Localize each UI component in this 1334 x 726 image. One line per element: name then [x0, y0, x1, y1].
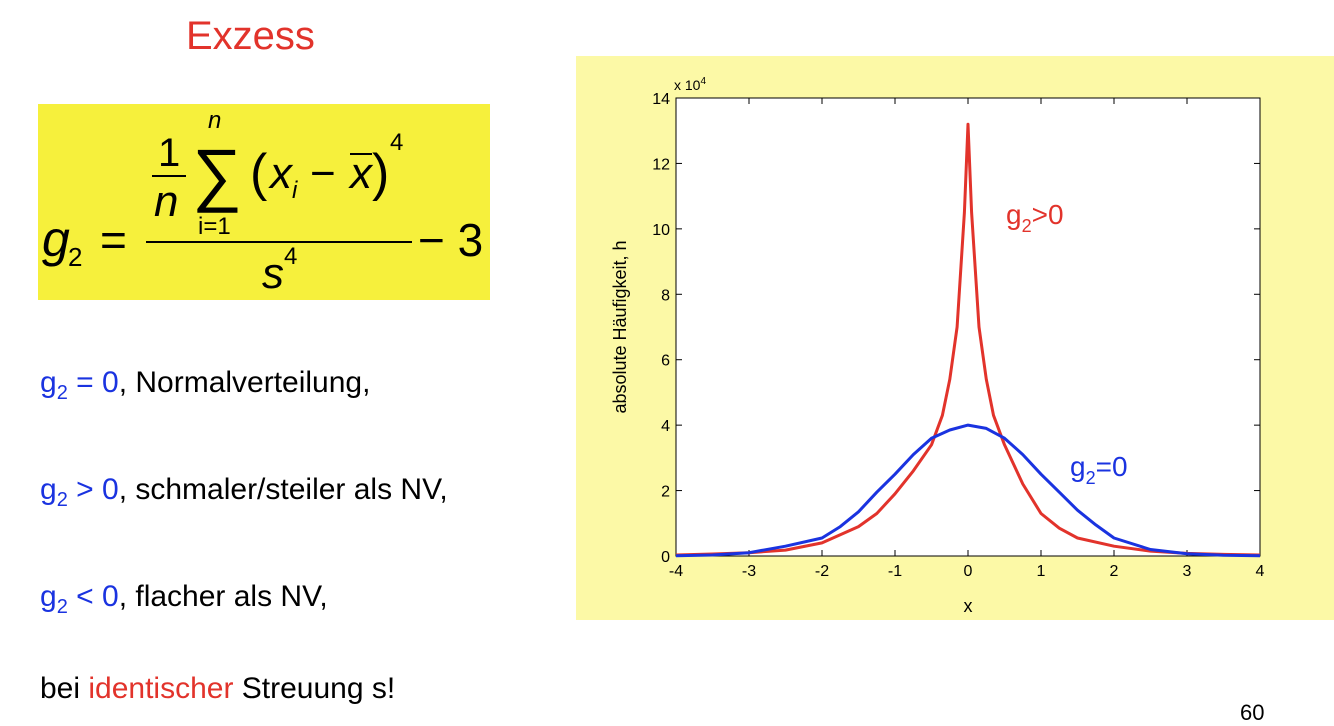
footer-highlight: identischer	[88, 672, 234, 705]
bullet-text: , flacher als NV,	[118, 580, 328, 613]
bullet-relation: > 0	[67, 473, 119, 506]
series-line-g2-positive	[675, 122, 1261, 557]
x-tick-label: 2	[1110, 563, 1119, 580]
bullet-g: g	[40, 473, 57, 506]
series-line-g2-zero	[675, 423, 1261, 558]
footer-note: bei identischer Streuung s!	[40, 672, 395, 706]
x-tick-label: -4	[669, 563, 683, 580]
x-tick-label: -2	[815, 563, 829, 580]
formula-n: n	[154, 177, 178, 226]
footer-suffix: Streuung s!	[233, 672, 396, 705]
x-tick-label: 3	[1183, 563, 1192, 580]
bullet-text: , schmaler/steiler als NV,	[118, 473, 448, 506]
formula-minus: −	[310, 149, 336, 198]
formula-one: 1	[158, 131, 180, 175]
x-tick-label: 4	[1256, 563, 1265, 580]
y-tick-label: 0	[661, 549, 670, 566]
bullet-relation: < 0	[67, 580, 119, 613]
formula-xbar: x	[348, 149, 374, 198]
label-g2-zero: g2=0	[1070, 451, 1128, 488]
formula-x: x	[268, 149, 294, 198]
formula-box: g 2 = 1 n n ∑ i=1 ( x i − x ) 4 s 4 − 3	[38, 104, 490, 300]
formula-sum-upper: n	[208, 107, 221, 134]
x-tick-label: -3	[742, 563, 756, 580]
y-axis-label: absolute Häufigkeit, h	[610, 240, 630, 413]
bullet-g: g	[40, 580, 57, 613]
label-g2-positive: g2>0	[1006, 199, 1064, 236]
x-tick-label: 0	[964, 563, 973, 580]
formula-open-paren: (	[250, 144, 268, 202]
x-tick-label: 1	[1037, 563, 1046, 580]
page-number: 60	[1240, 700, 1265, 725]
y-tick-label: 8	[661, 287, 670, 304]
y-tick-label: 4	[661, 418, 670, 435]
bullet-g-sub: 2	[56, 489, 68, 511]
formula-lhs: g	[42, 211, 70, 267]
bullet-text: , Normalverteilung,	[118, 366, 371, 399]
y-tick-label: 12	[652, 156, 670, 173]
formula-denominator: s	[262, 249, 284, 298]
formula-sigma: ∑	[192, 135, 242, 213]
x-tick-label: -1	[888, 563, 902, 580]
y-tick-label: 6	[661, 353, 670, 370]
bullet-normal: g2 = 0, Normalverteilung,	[40, 366, 371, 404]
y-multiplier: x 104	[674, 76, 706, 93]
bullet-g-sub: 2	[56, 382, 68, 404]
slide-title: Exzess	[186, 14, 315, 58]
footer-prefix: bei	[40, 672, 89, 705]
formula-power: 4	[390, 129, 403, 156]
chart-panel: -4 -3 -2 -1 0 1 2 3 4 0 2 4 6 8 10 12 14 x 104 x absolut…	[576, 56, 1334, 620]
plot-area	[675, 97, 1261, 557]
y-tick-label: 14	[652, 91, 670, 108]
y-tick-label: 2	[661, 484, 670, 501]
formula-tail: − 3	[418, 214, 483, 266]
formula-den-power: 4	[284, 243, 297, 270]
x-axis-label: x	[964, 596, 973, 616]
bullet-flatter: g2 < 0, flacher als NV,	[40, 580, 328, 618]
formula-sum-lower: i=1	[198, 213, 231, 240]
excess-formula: g 2 = 1 n n ∑ i=1 ( x i − x ) 4 s 4 − 3	[42, 107, 483, 298]
formula-lhs-sub: 2	[68, 242, 82, 272]
formula-equals: =	[100, 214, 127, 266]
bullet-g: g	[40, 366, 57, 399]
formula-close-paren: )	[372, 144, 389, 202]
y-tick-label: 10	[652, 222, 670, 239]
bullet-steeper: g2 > 0, schmaler/steiler als NV,	[40, 473, 448, 511]
bullet-relation: = 0	[67, 366, 119, 399]
bullet-g-sub: 2	[56, 596, 68, 618]
formula-x-sub: i	[292, 177, 298, 204]
